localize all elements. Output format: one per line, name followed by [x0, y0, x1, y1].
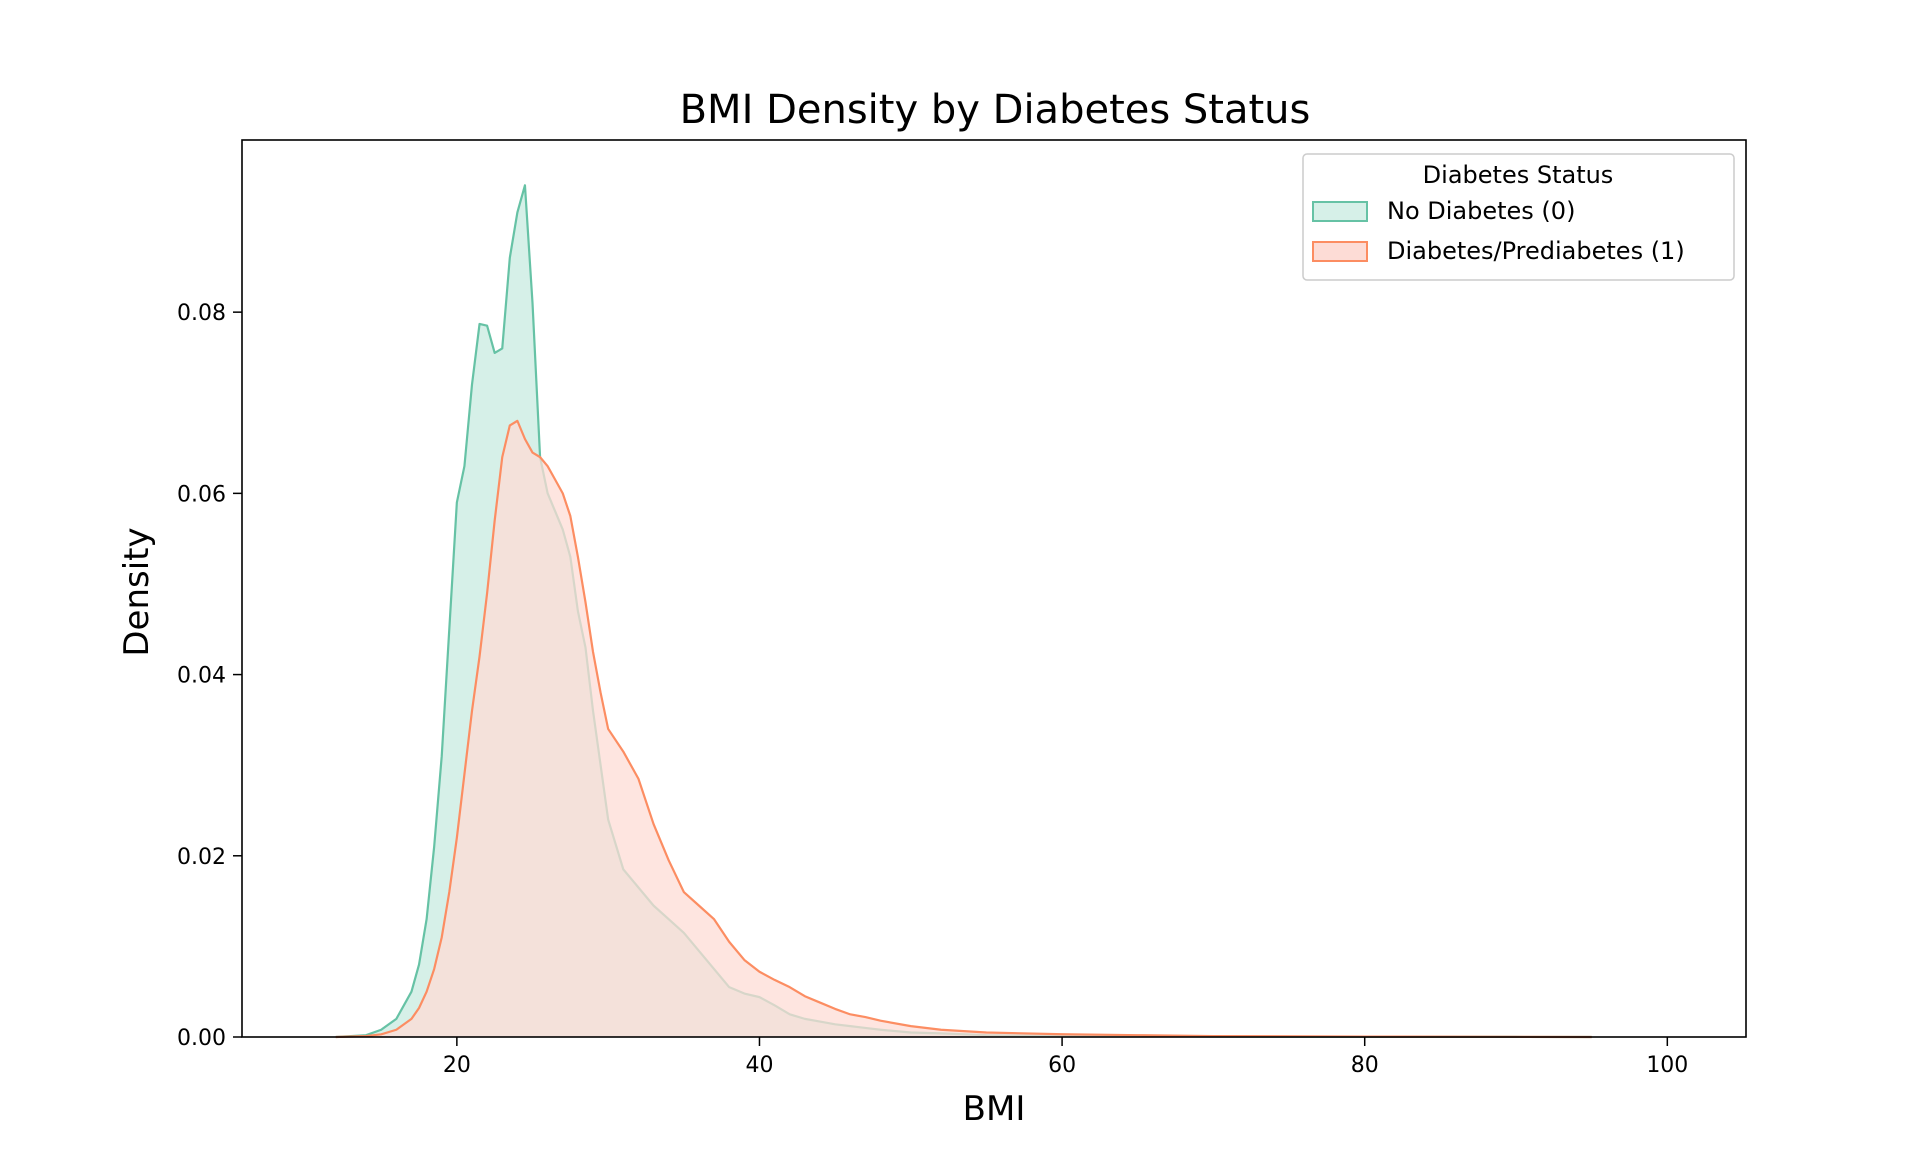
axes-frame	[241, 139, 1747, 1038]
x-tick-label: 100	[1646, 1053, 1688, 1078]
density-line-diabetes-prediabetes	[335, 419, 1592, 1039]
x-axis-label: BMI	[963, 1089, 1026, 1129]
y-tick-label: 0.06	[177, 482, 226, 507]
y-axis-ticks: 0.00 0.02 0.04 0.06 0.08	[177, 301, 242, 1051]
legend-swatch-no-diabetes	[1312, 201, 1368, 222]
x-axis-ticks: 20 40 60 80 100	[443, 1037, 1688, 1078]
legend-items: No Diabetes (0) Diabetes/Prediabetes (1)	[1312, 197, 1685, 265]
density-area-diabetes-prediabetes	[335, 420, 1592, 1037]
y-tick-label: 0.02	[177, 845, 226, 870]
legend-box	[1302, 153, 1735, 281]
chart-title: BMI Density by Diabetes Status	[680, 87, 1311, 133]
x-tick-label: 20	[443, 1053, 471, 1078]
y-tick-label: 0.00	[177, 1026, 226, 1051]
legend-label-no-diabetes: No Diabetes (0)	[1387, 197, 1575, 225]
y-axis-label: Density	[117, 527, 157, 656]
legend: Diabetes Status No Diabetes (0) Diabetes/…	[1302, 153, 1735, 281]
y-tick-label: 0.08	[177, 301, 226, 326]
legend-title: Diabetes Status	[1423, 161, 1614, 189]
x-tick-label: 80	[1351, 1053, 1379, 1078]
legend-label-diabetes-prediabetes: Diabetes/Prediabetes (1)	[1387, 237, 1685, 265]
legend-swatch-diabetes-prediabetes	[1312, 241, 1368, 262]
y-tick-label: 0.04	[177, 664, 226, 689]
x-tick-label: 60	[1048, 1053, 1076, 1078]
x-tick-label: 40	[745, 1053, 773, 1078]
plot-area	[335, 184, 1592, 1039]
